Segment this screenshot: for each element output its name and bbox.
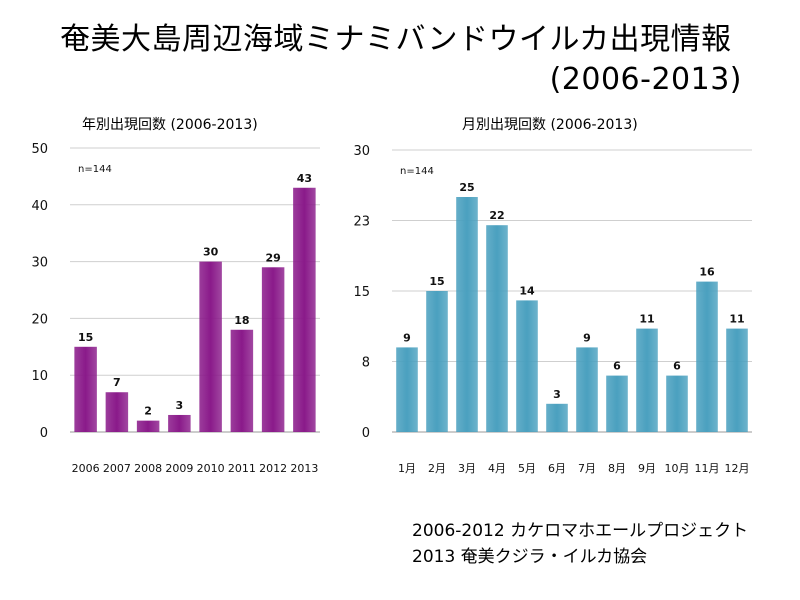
page-title-line1: 奄美大島周辺海域ミナミバンドウイルカ出現情報	[60, 22, 732, 57]
monthly-ytick-label: 8	[362, 356, 370, 371]
monthly-bar	[396, 347, 418, 432]
monthly-bar	[576, 347, 598, 432]
monthly-bar	[606, 375, 628, 432]
yearly-bar	[293, 187, 316, 432]
yearly-chart-title: 年別出現回数 (2006-2013)	[82, 117, 258, 133]
monthly-value-label: 14	[519, 284, 535, 297]
monthly-xtick-label: 9月	[638, 462, 656, 475]
monthly-value-label: 16	[699, 266, 715, 279]
monthly-value-label: 11	[729, 313, 744, 326]
yearly-ytick-label: 50	[31, 142, 48, 157]
monthly-bar	[546, 403, 568, 432]
monthly-xtick-label: 11月	[695, 462, 720, 475]
yearly-bar	[168, 414, 191, 432]
yearly-value-label: 30	[203, 246, 219, 259]
monthly-bar	[726, 328, 748, 432]
yearly-n-annotation: n=144	[78, 164, 112, 175]
monthly-xtick-label: 2月	[428, 462, 446, 475]
yearly-xtick-label: 2011	[228, 462, 256, 475]
monthly-value-label: 11	[639, 313, 654, 326]
yearly-bar	[74, 346, 97, 432]
monthly-xtick-label: 12月	[725, 462, 750, 475]
yearly-xtick-label: 2009	[165, 462, 193, 475]
monthly-xtick-label: 6月	[548, 462, 566, 475]
monthly-bar	[636, 328, 658, 432]
yearly-xtick-label: 2013	[290, 462, 318, 475]
yearly-xtick-label: 2010	[197, 462, 225, 475]
yearly-value-label: 3	[176, 399, 184, 412]
page-title: 奄美大島周辺海域ミナミバンドウイルカ出現情報 (2006-2013)	[60, 20, 760, 100]
monthly-xtick-label: 5月	[518, 462, 536, 475]
monthly-bar	[426, 291, 448, 432]
yearly-xtick-label: 2007	[103, 462, 131, 475]
yearly-xtick-label: 2008	[134, 462, 162, 475]
monthly-ytick-label: 0	[362, 426, 370, 441]
monthly-bar	[456, 197, 478, 432]
monthly-n-annotation: n=144	[400, 166, 434, 177]
yearly-ytick-label: 0	[40, 426, 48, 441]
source-credits: 2006-2012 カケロマホエールプロジェクト 2013 奄美クジラ・イルカ協…	[412, 518, 748, 570]
monthly-bar	[696, 281, 718, 432]
monthly-bar	[666, 375, 688, 432]
yearly-ytick-label: 30	[31, 256, 48, 271]
yearly-bar	[230, 329, 254, 432]
yearly-ytick-label: 20	[31, 312, 48, 327]
yearly-value-label: 2	[144, 405, 152, 418]
yearly-bar	[199, 261, 222, 432]
monthly-chart-title: 月別出現回数 (2006-2013)	[462, 117, 638, 133]
monthly-value-label: 3	[553, 388, 561, 401]
yearly-ytick-label: 40	[31, 199, 48, 214]
monthly-xtick-label: 7月	[578, 462, 596, 475]
yearly-bar	[261, 267, 285, 432]
yearly-value-label: 29	[265, 251, 280, 264]
yearly-bar	[105, 392, 129, 432]
monthly-value-label: 6	[613, 360, 621, 373]
monthly-xtick-label: 8月	[608, 462, 626, 475]
monthly-bar	[486, 225, 508, 432]
monthly-value-label: 9	[403, 331, 411, 344]
page-title-line2: (2006-2013)	[549, 62, 742, 97]
monthly-ytick-label: 30	[353, 144, 370, 159]
yearly-xtick-label: 2006	[72, 462, 100, 475]
monthly-bar	[516, 300, 538, 432]
yearly-bar	[136, 420, 160, 432]
yearly-xtick-label: 2012	[259, 462, 287, 475]
source-line-2: 2013 奄美クジラ・イルカ協会	[412, 547, 648, 567]
yearly-value-label: 43	[297, 172, 312, 185]
monthly-value-label: 25	[459, 181, 474, 194]
monthly-xtick-label: 10月	[665, 462, 690, 475]
monthly-value-label: 15	[429, 275, 444, 288]
yearly-value-label: 15	[78, 331, 93, 344]
monthly-xtick-label: 3月	[458, 462, 476, 475]
yearly-value-label: 7	[113, 376, 121, 389]
source-line-1: 2006-2012 カケロマホエールプロジェクト	[412, 521, 749, 541]
yearly-ytick-label: 10	[31, 369, 48, 384]
monthly-value-label: 22	[489, 209, 504, 222]
monthly-xtick-label: 4月	[488, 462, 506, 475]
monthly-ytick-label: 23	[353, 215, 370, 230]
yearly-value-label: 18	[234, 314, 249, 327]
monthly-value-label: 6	[673, 360, 681, 373]
monthly-value-label: 9	[583, 331, 591, 344]
monthly-xtick-label: 1月	[398, 462, 416, 475]
monthly-ytick-label: 15	[353, 285, 370, 300]
